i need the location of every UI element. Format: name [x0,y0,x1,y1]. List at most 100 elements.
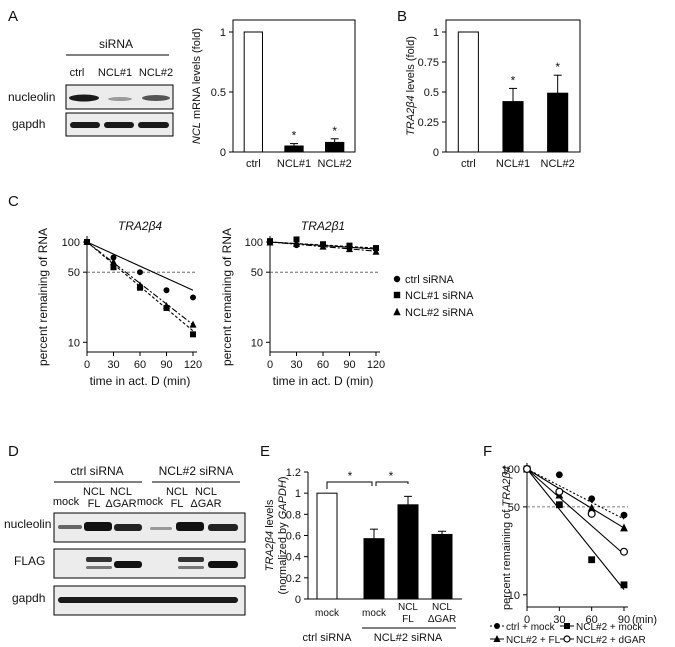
legend-marker [393,291,401,299]
bar [502,101,524,153]
y-tick-label: 50 [251,267,263,279]
chart-title: TRA2β4 [118,219,163,233]
blot-d-band [208,561,238,568]
x-tick-label: FL [402,614,414,625]
group-label: ctrl siRNA [303,632,353,644]
fit-line [526,468,625,529]
blot-d-row-flag: FLAG [14,554,45,568]
legend-marker [493,635,501,642]
significance-mark: * [292,129,297,143]
y-tick-label: 0.5 [424,87,439,99]
panel-letter-c: C [8,193,19,210]
blot-d-band [114,524,142,531]
data-point [137,269,143,276]
blot-d-lane-label: ΔGAR [190,498,221,510]
y-tick-label: 0.6 [286,531,301,543]
blot-d-band [86,557,112,562]
y-tick-label: 0 [220,147,226,159]
data-point [110,254,117,261]
y-tick-label: 100 [502,464,520,476]
blot-d-row-nucleolin: nucleolin [4,517,51,531]
bar [243,31,263,153]
panel-f-chart: 10 50 100 0 30 60 90 (min) percent remaining of … [501,463,657,626]
y-tick-label: 10 [508,590,520,602]
data-point [619,547,628,556]
data-point [83,238,91,245]
blot-d-band [114,561,142,568]
panel-letter-f: F [483,443,492,460]
fit-line [86,241,194,326]
significance-mark: * [511,73,516,87]
legend-label: NCL#2 + mock [576,622,643,633]
fit-line [526,468,625,590]
y-tick-label: 50 [508,502,520,514]
significance-mark: * [348,469,353,483]
y-tick-label: 1.2 [286,467,301,479]
blot-d-lane-label: FL [88,498,101,510]
panel-letter-a: A [8,8,18,25]
data-point [555,487,564,496]
y-tick-label: 100 [62,237,80,249]
data-point [372,247,380,255]
bar [397,504,419,600]
panel-a-blot: siRNA ctrl NCL#1 NCL#2 nucleolin gapdh [8,37,174,137]
blot-a-row-nucleolin: nucleolin [8,90,55,104]
x-tick-label: 90 [618,614,630,626]
y-tick-label: 0 [433,147,439,159]
data-point [555,501,563,509]
x-tick-label: ctrl [246,158,261,170]
blot-d-group-ctrl: ctrl siRNA [70,464,123,478]
data-point [293,236,300,243]
legend-label: NCL#2 + dGAR [576,635,646,646]
x-axis-label: time in act. D (min) [273,374,374,388]
legend-marker [393,275,401,283]
blot-d-lane-label: NCL [166,486,188,498]
data-point [189,320,197,328]
data-point [620,511,628,519]
x-tick-label: 120 [184,359,202,371]
data-point [346,245,353,253]
data-point [190,331,196,338]
y-tick-label: 0.4 [286,552,301,564]
y-tick-label: 10 [68,337,80,349]
x-tick-label: 90 [160,359,172,371]
legend-marker [563,635,571,643]
panel-f-legend: ctrl + mock NCL#2 + mock NCL#2 + FL NCL#2 +… [490,622,646,646]
data-point [319,242,327,250]
fit-line [86,241,194,332]
y-tick-label: 10 [251,337,263,349]
data-point [587,503,596,512]
x-tick-label: 60 [134,359,146,371]
legend-marker [393,307,401,316]
bar [284,145,304,153]
panel-letter-b: B [397,8,407,25]
blot-d-band [178,566,204,569]
y-axis-label: NCL mRNA levels (fold) [191,28,203,144]
significance-mark: * [555,60,560,74]
y-tick-label: 50 [68,267,80,279]
x-tick-label: 60 [317,359,329,371]
y-axis-label: TRA2β4 levels (fold) [405,36,417,136]
y-tick-label: 0.8 [286,509,301,521]
blot-d-group-ncl2: NCL#2 siRNA [159,464,234,478]
x-tick-label: NCL [398,602,418,613]
legend-label: NCL#1 siRNA [405,290,474,302]
data-point [620,581,628,589]
blot-d-lane-label: NCL [110,486,132,498]
y-tick-label: 0 [295,594,301,606]
y-tick-label: 0.5 [211,87,226,99]
data-point [136,281,144,289]
data-point [588,495,596,503]
data-point [293,239,300,247]
x-tick-label: 30 [553,614,565,626]
x-tick-label: mock [362,608,387,619]
bar [363,538,385,600]
data-point [163,302,170,310]
blot-a-band [104,122,134,128]
significance-bracket [375,481,409,486]
bar [457,31,479,153]
blot-a-band [142,95,170,101]
